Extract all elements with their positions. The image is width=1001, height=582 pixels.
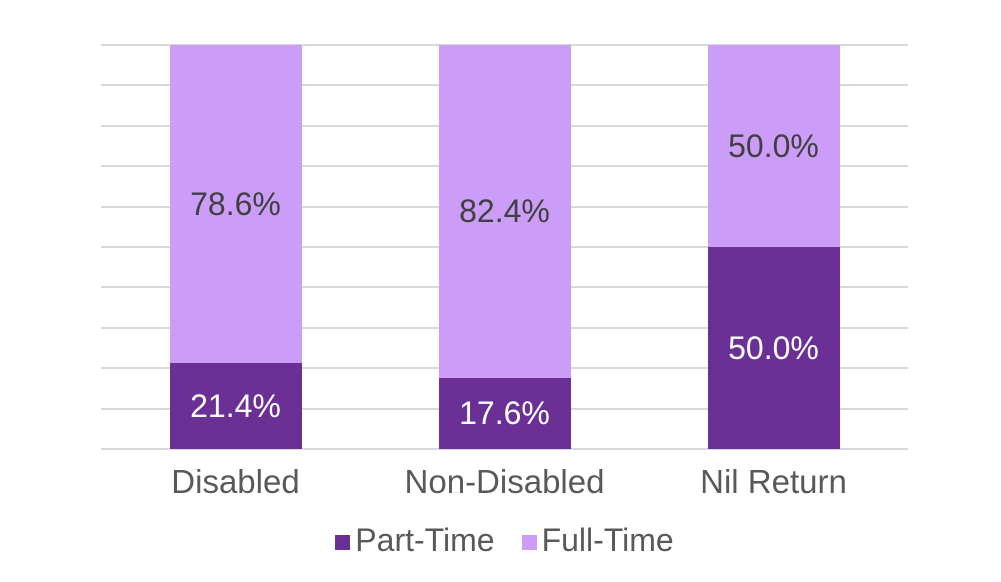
bar-slot: 50.0% 50.0% <box>639 45 908 449</box>
legend-item-part-time: Part-Time <box>335 522 495 558</box>
stacked-bar: 82.4% 17.6% <box>438 45 571 449</box>
legend-swatch-full-time <box>521 535 537 550</box>
bar-slot: 82.4% 17.6% <box>370 45 639 449</box>
full-time-segment: 78.6% <box>169 45 302 363</box>
data-label: 50.0% <box>728 330 819 366</box>
x-axis-label: Non-Disabled <box>404 463 605 500</box>
x-axis-label: Disabled <box>171 463 300 500</box>
stacked-bar: 78.6% 21.4% <box>169 45 302 449</box>
x-axis-labels: Disabled Non-Disabled Nil Return <box>101 462 908 502</box>
bar-slot: 78.6% 21.4% <box>101 45 370 449</box>
legend: Part-Time Full-Time <box>101 522 908 558</box>
x-axis-line <box>101 448 908 450</box>
data-label: 21.4% <box>190 387 281 424</box>
part-time-segment: 21.4% <box>169 362 302 449</box>
stacked-bar: 50.0% 50.0% <box>707 45 840 449</box>
data-label: 82.4% <box>459 193 550 230</box>
part-time-segment: 50.0% <box>707 247 840 449</box>
legend-label: Part-Time <box>355 522 495 558</box>
full-time-segment: 82.4% <box>438 45 571 378</box>
full-time-segment: 50.0% <box>707 45 840 247</box>
data-label: 78.6% <box>190 185 281 222</box>
bars: 78.6% 21.4% 82.4% 17.6% 50.0% 50.0% <box>101 45 908 449</box>
legend-item-full-time: Full-Time <box>521 522 674 558</box>
x-axis-label: Nil Return <box>700 463 847 500</box>
data-label: 17.6% <box>459 395 550 432</box>
plot-area: 78.6% 21.4% 82.4% 17.6% 50.0% 50.0% <box>101 44 908 450</box>
part-time-segment: 17.6% <box>438 377 571 449</box>
legend-label: Full-Time <box>541 522 674 558</box>
legend-swatch-part-time <box>335 535 351 550</box>
data-label: 50.0% <box>728 128 819 164</box>
